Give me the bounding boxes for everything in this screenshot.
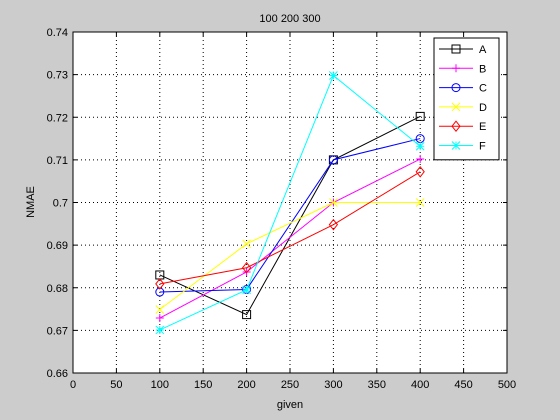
series-d-line <box>159 202 421 310</box>
series-f-point <box>415 141 425 151</box>
series-a-point <box>242 310 252 320</box>
x-tick-label: 100 <box>151 379 169 391</box>
y-tick-label: 0.7 <box>53 198 68 210</box>
x-tick-label: 350 <box>368 379 386 391</box>
series-a-point <box>415 111 425 121</box>
chart-title: 100 200 300 <box>259 13 320 25</box>
series-d-point <box>329 198 338 207</box>
y-tick-label: 0.71 <box>47 155 68 167</box>
series-b-line <box>159 158 421 319</box>
series-c-point <box>328 155 338 165</box>
series-f-point <box>329 71 338 80</box>
legend-marker-e <box>451 120 461 133</box>
y-tick-label: 0.66 <box>47 368 68 380</box>
legend-marker-c <box>451 83 461 93</box>
series-d-point <box>155 305 165 314</box>
series-d-point <box>242 239 251 249</box>
series-e-point <box>155 278 165 290</box>
series-c-line <box>159 138 421 293</box>
x-tick-label: 500 <box>498 379 516 391</box>
x-tick-label: 200 <box>237 379 255 391</box>
x-axis-label: given <box>277 399 303 411</box>
legend-label-a: A <box>479 44 487 56</box>
legend-label-f: F <box>479 141 486 153</box>
legend-label-c: C <box>479 83 487 95</box>
legend-marker-d <box>451 102 461 112</box>
legend-box <box>433 37 500 161</box>
series-e-line <box>159 171 421 285</box>
y-tick-label: 0.74 <box>47 27 68 39</box>
y-tick-label: 0.72 <box>47 112 68 124</box>
series-b-point <box>416 155 425 164</box>
x-tick-label: 50 <box>110 379 122 391</box>
data-series <box>155 71 425 335</box>
legend-label-d: D <box>479 102 487 114</box>
x-axis: 0 50 100 150 200 250 300 350 400 450 500 <box>70 32 516 391</box>
x-tick-label: 250 <box>281 379 299 391</box>
series-c-point <box>155 287 165 297</box>
series-e-point <box>415 166 425 178</box>
y-tick-label: 0.73 <box>47 70 68 82</box>
series-f-point <box>242 285 251 295</box>
series-e-point <box>241 261 252 274</box>
legend-label-e: E <box>479 121 486 133</box>
x-tick-label: 450 <box>454 379 472 391</box>
series-f-point <box>155 325 165 335</box>
series-f-line <box>159 74 421 331</box>
x-tick-label: 150 <box>194 379 212 391</box>
x-tick-label: 300 <box>324 379 342 391</box>
series-e <box>155 166 425 290</box>
legend-marker-b <box>452 64 460 73</box>
y-axis-label: NMAE <box>25 186 37 218</box>
series-d <box>155 198 425 314</box>
y-axis: 0.66 0.67 0.68 0.69 0.7 0.71 0.72 0.73 0.74 <box>47 27 507 380</box>
y-tick-label: 0.69 <box>47 240 68 252</box>
legend-label-b: B <box>479 63 486 75</box>
legend-marker-a <box>451 44 461 54</box>
series-f <box>155 71 425 335</box>
x-tick-label: 0 <box>70 379 76 391</box>
series-d-point <box>415 198 425 207</box>
series-e-point <box>328 218 339 231</box>
x-tick-label: 400 <box>411 379 429 391</box>
grid-lines <box>73 32 507 373</box>
legend-marker-f <box>451 141 461 150</box>
series-b-point <box>155 314 164 323</box>
y-tick-label: 0.68 <box>47 283 68 295</box>
y-tick-label: 0.67 <box>47 325 68 337</box>
